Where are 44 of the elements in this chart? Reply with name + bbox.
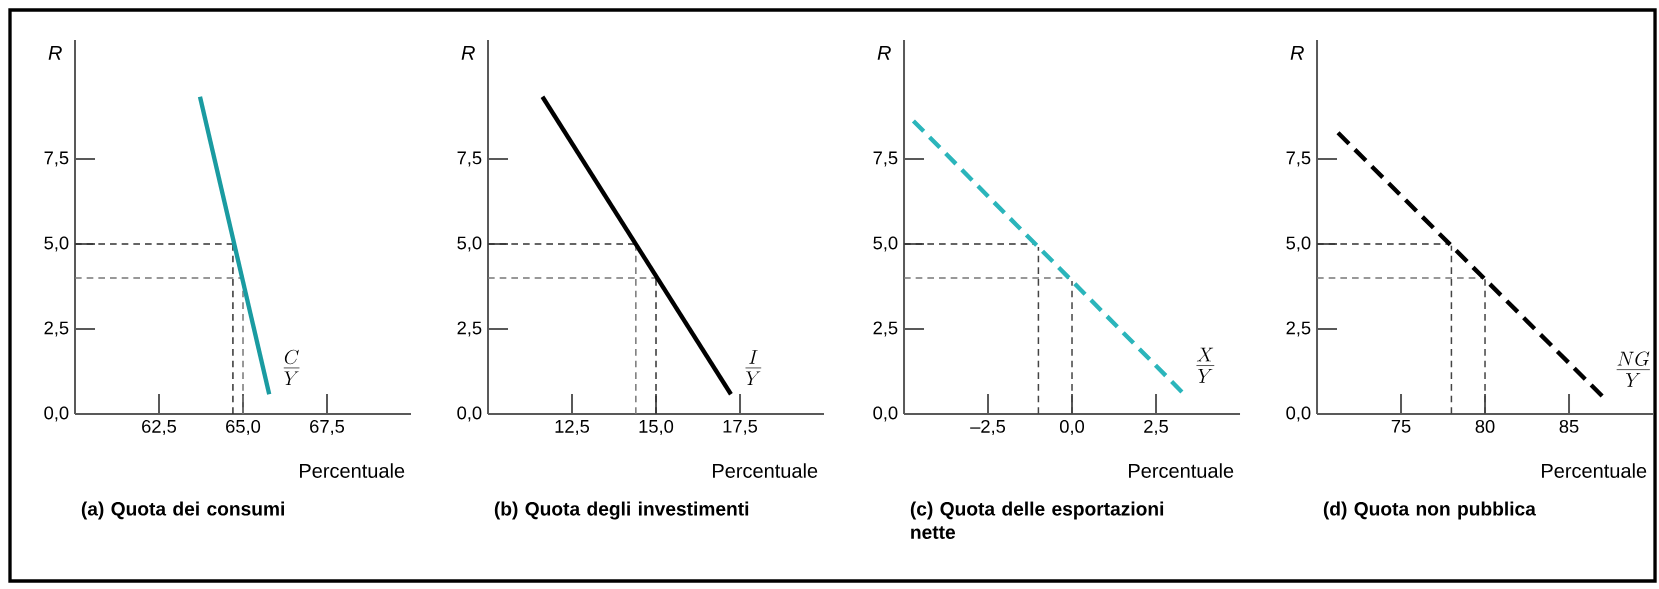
y-tick-label: 7,5 <box>1286 151 1311 167</box>
x-tick-label: 17,5 <box>723 419 758 435</box>
y-tick-label: 7,5 <box>873 151 898 167</box>
y-tick-label: 0,0 <box>873 406 898 422</box>
y-tick-label: 5,0 <box>873 236 898 252</box>
y-axis-title: R <box>48 45 62 60</box>
series-label: $\frac{X}{Y}$ <box>1196 347 1215 383</box>
x-tick-label: 65,0 <box>226 419 261 436</box>
y-tick-label: 7,5 <box>457 151 482 167</box>
series-label: $\frac{NG}{Y}$ <box>1616 351 1650 387</box>
y-tick-label: 7,5 <box>44 151 69 167</box>
y-tick-label: 2,5 <box>44 321 69 337</box>
y-tick-label: 0,0 <box>457 406 482 422</box>
x-tick-label: 15,0 <box>639 419 674 436</box>
text: (b) Quota degli investimenti <box>494 501 749 520</box>
x-axis-title: Percentuale <box>713 463 818 478</box>
x-axis-title: Percentuale <box>300 463 405 478</box>
y-tick-label: 5,0 <box>44 236 69 252</box>
y-tick-label: 5,0 <box>1286 236 1311 252</box>
x-axis-title: Percentuale <box>1129 463 1234 478</box>
y-axis-title: R <box>461 45 475 60</box>
x-tick-label: 2,5 <box>1144 419 1168 436</box>
x-tick-label: 62,5 <box>142 419 177 436</box>
y-tick-label: 0,0 <box>44 406 69 422</box>
text: (a) Quota dei consumi <box>81 501 284 520</box>
text: (d) Quota non pubblica <box>1323 501 1536 520</box>
y-tick-label: 2,5 <box>1286 321 1311 337</box>
series-label: $\frac{I}{Y}$ <box>745 350 762 386</box>
x-tick-label: 0,0 <box>1059 419 1085 436</box>
x-tick-label: 12,5 <box>555 419 590 436</box>
x-tick-label: 67,5 <box>310 419 345 436</box>
y-axis-title: R <box>877 45 891 60</box>
y-tick-label: 2,5 <box>457 321 482 337</box>
y-tick-label: 2,5 <box>873 321 898 337</box>
x-axis-title: Percentuale <box>1542 463 1647 478</box>
x-tick-label: 85 <box>1559 419 1579 433</box>
x-tick-label: 75 <box>1391 419 1411 433</box>
x-tick-label: –2,5 <box>970 419 1006 436</box>
y-axis-title: R <box>1290 45 1304 60</box>
y-tick-label: 5,0 <box>457 236 482 252</box>
x-tick-label: 80 <box>1475 419 1495 433</box>
series-label: $\frac{C}{Y}$ <box>283 349 300 386</box>
y-tick-label: 0,0 <box>1286 406 1311 422</box>
text: (c) Quota delle esportazioni nette <box>910 501 1164 539</box>
